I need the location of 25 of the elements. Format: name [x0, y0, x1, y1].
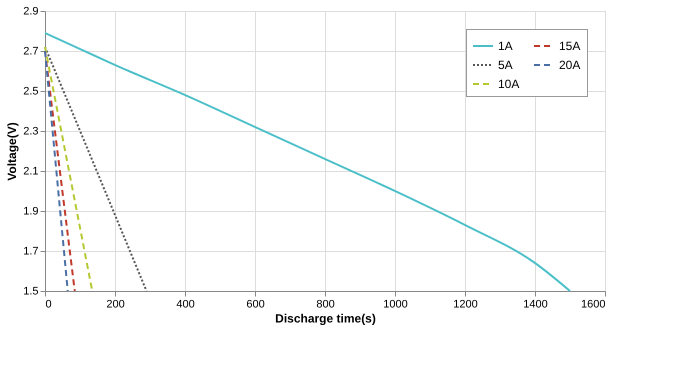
legend-label: 1A — [498, 39, 513, 53]
legend-label: 15A — [559, 39, 580, 53]
line-series — [44, 46, 148, 292]
y-tick-label: 2.7 — [23, 46, 38, 58]
y-tick-label: 1.7 — [23, 246, 38, 258]
y-tick-label: 2.3 — [23, 126, 38, 138]
y-axis-title: Voltage(V) — [5, 122, 20, 181]
x-tick-label: 0 — [46, 298, 52, 310]
y-tick-label: 2.9 — [23, 6, 38, 18]
y-tick-label: 1.5 — [23, 286, 38, 298]
x-tick-label: 1600 — [581, 298, 606, 310]
x-tick-label: 800 — [316, 298, 335, 310]
y-tick-label: 2.5 — [23, 86, 38, 98]
x-tick-label: 1200 — [453, 298, 478, 310]
legend-label: 5A — [498, 58, 513, 72]
x-tick-label: 1000 — [383, 298, 408, 310]
legend-label: 10A — [498, 77, 520, 91]
x-axis-title: Discharge time(s) — [275, 312, 376, 326]
x-tick-label: 600 — [246, 298, 265, 310]
y-tick-label: 1.9 — [23, 206, 38, 218]
y-tick-label: 2.1 — [23, 166, 38, 178]
x-tick-label: 200 — [106, 298, 125, 310]
legend-label: 20A — [559, 58, 580, 72]
x-tick-label: 1400 — [523, 298, 548, 310]
x-tick-label: 400 — [176, 298, 195, 310]
